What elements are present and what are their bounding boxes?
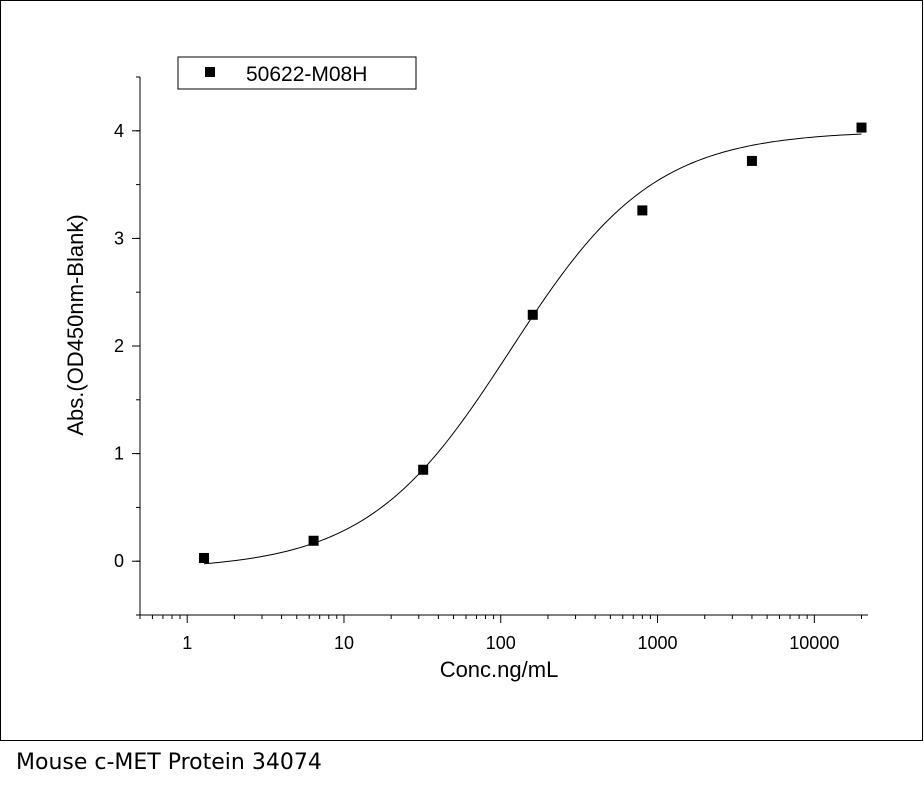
data-point: [637, 205, 648, 216]
fit-curve-layer: [203, 133, 862, 565]
x-tick-label: 100: [486, 633, 516, 653]
x-axis-title: Conc.ng/mL: [440, 657, 559, 682]
data-point: [746, 155, 757, 166]
figure-caption: Mouse c-MET Protein 34074: [16, 750, 322, 775]
y-tick-label: 2: [114, 336, 124, 356]
y-tick-label: 4: [114, 121, 124, 141]
y-tick-label: 0: [114, 551, 124, 571]
chart-frame: [0, 0, 923, 741]
axes: 1 10 100 1000 10000 0 1 2 3 4: [114, 76, 868, 653]
fit-curve: [203, 133, 862, 565]
data-point: [199, 552, 210, 563]
data-point: [418, 464, 429, 475]
y-axis-title: Abs.(OD450nm-Blank): [63, 214, 88, 435]
data-points: [199, 122, 867, 563]
x-tick-label: 10000: [789, 633, 839, 653]
data-point: [527, 309, 538, 320]
y-tick-label: 1: [114, 444, 124, 464]
legend-label: 50622-M08H: [246, 63, 367, 86]
data-point: [856, 122, 867, 133]
legend: 50622-M08H: [177, 56, 417, 90]
x-tick-label: 10: [334, 633, 354, 653]
x-tick-label: 1: [182, 633, 192, 653]
legend-marker: [205, 67, 215, 77]
y-tick-label: 3: [114, 228, 124, 248]
data-point: [308, 535, 319, 546]
x-tick-label: 1000: [638, 633, 678, 653]
legend-box: [177, 56, 417, 90]
